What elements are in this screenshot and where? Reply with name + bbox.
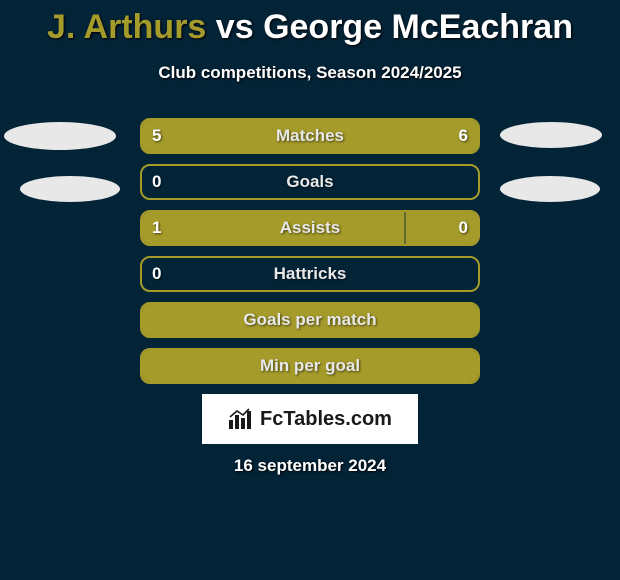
chart-icon [228,408,254,430]
stat-row: Goals0 [140,164,480,200]
stat-row: Assists1 0 [140,210,480,246]
comparison-chart: Matches56Goals0Assists10Hattricks0Goals … [140,118,480,394]
stat-value-left: 1 [152,212,161,244]
subtitle: Club competitions, Season 2024/2025 [0,63,620,83]
stat-value-left: 0 [152,258,161,290]
stat-label: Goals per match [142,304,478,336]
stat-label: Assists [142,212,478,244]
stat-label: Hattricks [142,258,478,290]
stat-row: Hattricks0 [140,256,480,292]
stat-label: Goals [142,166,478,198]
player1-name: J. Arthurs [47,8,206,46]
stat-row: Goals per match [140,302,480,338]
stat-label: Min per goal [142,350,478,382]
stat-value-right: 0 [459,212,468,244]
avatar-placeholder [4,122,116,150]
stat-value-left: 0 [152,166,161,198]
stat-value-right: 6 [459,120,468,152]
avatar-placeholder [500,122,602,148]
stat-label: Matches [142,120,478,152]
stat-row: Min per goal [140,348,480,384]
stat-row: Matches5 6 [140,118,480,154]
fctables-logo: FcTables.com [202,394,418,444]
snapshot-date: 16 september 2024 [0,456,620,476]
vs-text: vs [216,8,254,46]
comparison-title: J. Arthurs vs George McEachran [0,0,620,51]
stat-value-left: 5 [152,120,161,152]
logo-text: FcTables.com [260,408,392,431]
player2-name: George McEachran [263,8,573,46]
avatar-placeholder [500,176,600,202]
avatar-placeholder [20,176,120,202]
